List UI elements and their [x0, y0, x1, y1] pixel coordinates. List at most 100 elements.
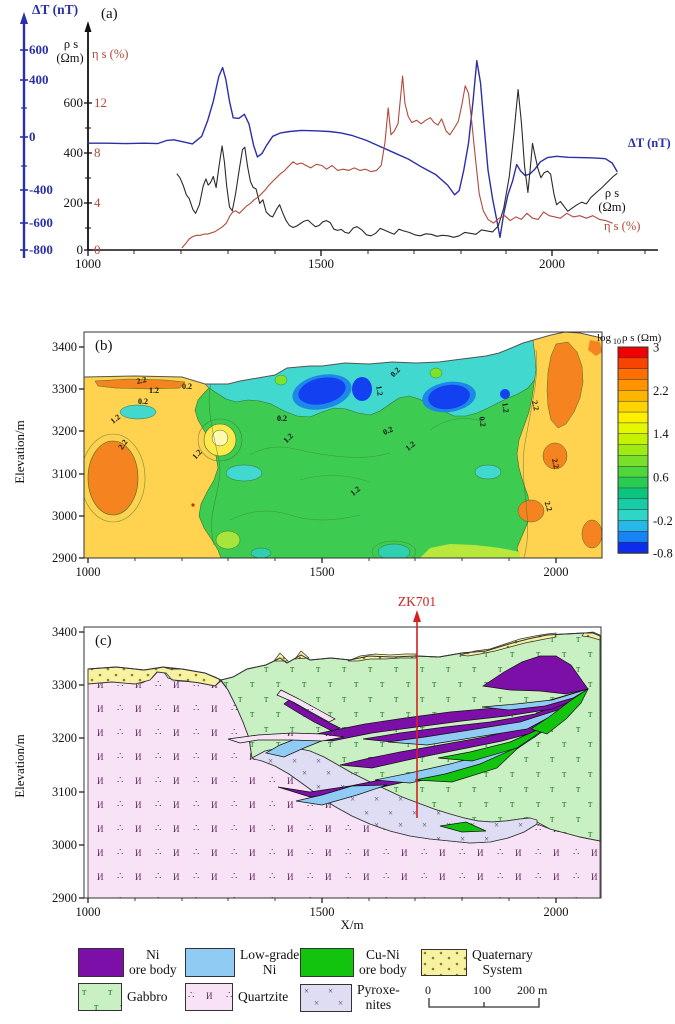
- svg-text:2.2: 2.2: [543, 500, 555, 512]
- svg-text:2.2: 2.2: [530, 400, 541, 412]
- quaternary-label-l2: System: [482, 961, 523, 977]
- scale-bracket: [428, 998, 540, 1008]
- svg-text:-0.8: -0.8: [653, 547, 673, 561]
- rho-axis-title-l2: (Ωm): [56, 51, 83, 65]
- svg-text:3300: 3300: [52, 678, 77, 692]
- dT-axis-title: ΔT (nT): [32, 2, 78, 17]
- eta-axis-title: η s (%): [92, 47, 128, 61]
- svg-text:3100: 3100: [52, 467, 77, 481]
- svg-text:3200: 3200: [52, 731, 77, 745]
- ore-bodies: [227, 655, 589, 833]
- lowgrade-swatch: [185, 948, 235, 978]
- svg-text:8: 8: [94, 145, 101, 160]
- borehole-arrow-icon: [413, 610, 421, 622]
- legend-item-ni: Ni ore body: [78, 947, 177, 978]
- svg-text:0.2: 0.2: [277, 414, 287, 423]
- svg-text:3000: 3000: [52, 509, 77, 523]
- svg-text:3400: 3400: [52, 340, 77, 354]
- legend-item-lowgrade: Low-grade Ni: [185, 947, 300, 978]
- quartzite-swatch: [185, 983, 233, 1011]
- svg-text:3300: 3300: [52, 382, 77, 396]
- legend-item-cuni: Cu-Ni ore body: [300, 947, 407, 978]
- panel-b-ylabel: Elevation/m: [12, 420, 27, 484]
- svg-text:0: 0: [29, 129, 36, 144]
- rho-curve-label-l2: (Ωm): [598, 200, 625, 214]
- lowgrade-label-l2: Ni: [262, 961, 277, 977]
- dT-axis-arrow-icon: [20, 12, 28, 24]
- svg-text:2000: 2000: [544, 565, 569, 579]
- rho-axis-title-l1: ρ s: [64, 37, 78, 51]
- cuni-swatch: [300, 948, 354, 978]
- svg-text:400: 400: [64, 145, 84, 160]
- panel-c-xlabel: X/m: [340, 917, 363, 932]
- svg-text:600: 600: [29, 42, 49, 57]
- pyroxenites-label-l2: nites: [365, 996, 392, 1012]
- panel-c-label: (c): [95, 633, 112, 649]
- scale-bar-svg: 0 100 200 m: [425, 983, 548, 1008]
- panel-b-topography: [83, 331, 603, 385]
- svg-text:0.2: 0.2: [477, 416, 487, 427]
- quaternary-swatch: [421, 949, 467, 977]
- rho-curve-label-l1: ρ s: [605, 186, 619, 200]
- svg-text:1500: 1500: [310, 905, 335, 919]
- pyroxenites-swatch: [300, 983, 352, 1012]
- svg-text:0: 0: [94, 242, 101, 257]
- colorbar-title-sub: 10: [613, 337, 621, 346]
- svg-text:0.2: 0.2: [182, 382, 192, 391]
- svg-text:2900: 2900: [52, 551, 77, 565]
- panel-b-frame: [83, 331, 603, 559]
- cuni-label-l1: Cu-Ni: [365, 947, 400, 962]
- svg-text:1.2: 1.2: [149, 386, 159, 395]
- svg-text:200: 200: [64, 195, 84, 210]
- svg-text:400: 400: [29, 72, 49, 87]
- eta-curve-label: η s (%): [604, 219, 640, 233]
- svg-text:0: 0: [77, 242, 84, 257]
- borehole-label: ZK701: [398, 594, 436, 609]
- svg-text:2000: 2000: [544, 905, 569, 919]
- svg-text:2900: 2900: [52, 891, 77, 905]
- gabbro-swatch: [78, 983, 122, 1011]
- pyroxenites-label-l1: Pyroxe-: [357, 982, 400, 997]
- panel-a-label: (a): [101, 6, 118, 22]
- svg-text:1000: 1000: [76, 565, 101, 579]
- gabbro-label: Gabbro: [127, 988, 168, 1004]
- legend-item-quartzite: Quartzite: [185, 983, 288, 1011]
- svg-text:-800: -800: [29, 242, 53, 257]
- ni-label-l2: ore body: [129, 961, 177, 977]
- svg-text:3200: 3200: [52, 424, 77, 438]
- svg-text:1.2: 1.2: [374, 385, 384, 396]
- svg-text:3: 3: [653, 341, 659, 355]
- panel-c-topography: [87, 632, 601, 681]
- svg-text:1.2: 1.2: [500, 402, 510, 413]
- quartzite-label: Quartzite: [238, 988, 289, 1004]
- svg-text:1.4: 1.4: [653, 427, 669, 441]
- panel-a-curves: [87, 60, 618, 249]
- scale-bar: 0 100 200 m: [421, 983, 553, 1013]
- scale-100: 100: [473, 983, 491, 997]
- panel-c-ylabel: Elevation/m: [12, 734, 27, 798]
- scale-0: 0: [425, 983, 431, 997]
- svg-text:3100: 3100: [52, 785, 77, 799]
- legend-item-gabbro: Gabbro: [78, 983, 168, 1011]
- panel-c-frame: [83, 626, 602, 899]
- panel-b-label: (b): [95, 338, 113, 354]
- legend-item-quaternary: Quaternary System: [421, 947, 533, 977]
- ni-swatch: [78, 948, 124, 978]
- svg-text:1500: 1500: [310, 565, 335, 579]
- cuni-label-l2: ore body: [359, 961, 407, 977]
- svg-text:3400: 3400: [52, 625, 77, 639]
- lowgrade-label-l1: Low-grade: [240, 947, 300, 962]
- svg-text:2.2: 2.2: [653, 384, 669, 398]
- svg-text:-0.2: -0.2: [653, 514, 673, 528]
- colorbar-title-units: ρ s (Ωm): [622, 332, 662, 344]
- svg-text:12: 12: [94, 95, 107, 110]
- svg-text:1000: 1000: [75, 256, 101, 271]
- scale-200: 200 m: [517, 983, 548, 997]
- svg-text:-400: -400: [29, 182, 53, 197]
